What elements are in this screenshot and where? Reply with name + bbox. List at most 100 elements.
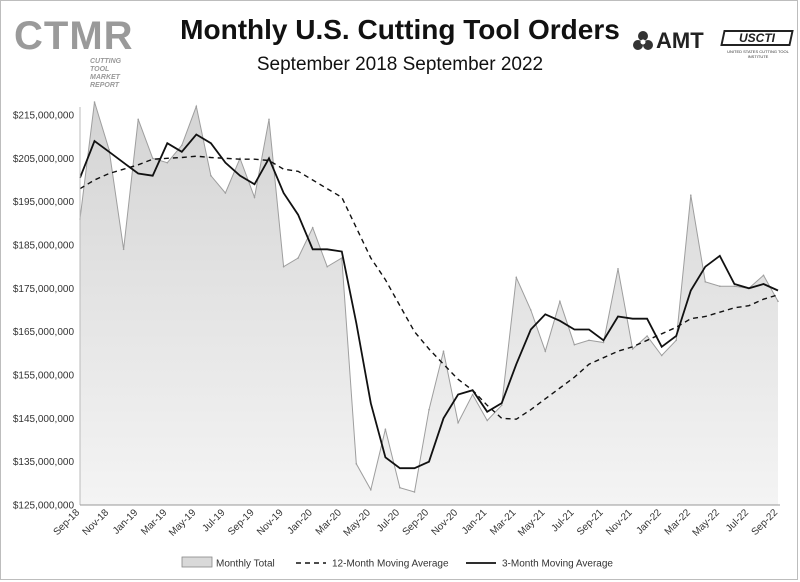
x-tick-label: Sep-22 (750, 507, 781, 538)
x-tick-label: May-22 (691, 507, 723, 539)
x-tick-label: Nov-19 (255, 507, 286, 538)
x-tick-label: Jan-21 (460, 507, 490, 537)
x-tick-label: May-21 (516, 507, 548, 539)
monthly-total-point (719, 285, 721, 288)
amt-logo-text: AMT (656, 28, 704, 53)
legend-label-3-month-average: 3-Month Moving Average (502, 559, 613, 570)
monthly-total-point (675, 339, 677, 342)
x-tick-label: Mar-19 (139, 507, 169, 537)
monthly-total-point (224, 192, 227, 194)
monthly-total-point (355, 463, 358, 465)
monthly-total-point (646, 335, 648, 337)
chart-title: Monthly U.S. Cutting Tool Orders (180, 14, 620, 45)
monthly-total-point (530, 309, 532, 311)
monthly-total-point (704, 281, 707, 283)
legend-swatch-monthly-total (181, 556, 213, 568)
y-tick-label: $165,000,000 (13, 327, 75, 338)
monthly-total-point (311, 226, 314, 229)
monthly-total-point (559, 300, 561, 303)
monthly-total-point (573, 343, 576, 346)
monthly-total-point (690, 194, 692, 196)
monthly-total-point (442, 350, 445, 353)
monthly-total-point (137, 118, 139, 121)
uscti-logo: USCTI UNITED STATES CUTTING TOOL INSTITU… (720, 28, 796, 59)
x-tick-label: Jul-21 (549, 507, 576, 534)
y-tick-label: $125,000,000 (13, 501, 75, 512)
legend: Monthly Total 12-Month Moving Average 3-Mo… (181, 556, 613, 570)
monthly-total-point (617, 268, 619, 270)
monthly-total-point (733, 285, 736, 288)
y-tick-label: $185,000,000 (13, 241, 75, 252)
monthly-total-point (515, 276, 518, 279)
ctmr-logo-wordmark: CTMR (14, 14, 134, 58)
x-tick-label: Jul-20 (375, 507, 402, 534)
x-tick-label: May-19 (167, 507, 199, 539)
monthly-total-point (268, 118, 270, 121)
monthly-total-point (413, 491, 416, 493)
moving-average-3-line (79, 133, 779, 470)
monthly-total-point (253, 196, 256, 199)
x-tick-label: Sep-19 (226, 507, 257, 538)
y-tick-label: $155,000,000 (13, 371, 75, 382)
y-tick-label: $135,000,000 (13, 457, 75, 468)
monthly-total-point (588, 339, 590, 342)
monthly-total-point (660, 354, 663, 357)
monthly-total-point (151, 157, 154, 160)
x-tick-label: Jan-19 (111, 507, 141, 537)
x-tick-label: Jul-22 (724, 507, 751, 534)
moving-average-12-line (79, 155, 779, 420)
x-tick-label: Mar-21 (488, 507, 518, 537)
monthly-total-point (166, 161, 169, 164)
legend-label-monthly-total: Monthly Total (216, 559, 275, 570)
ctmr-logo-subtitle: CUTTING TOOL MARKET REPORT (90, 58, 122, 89)
monthly-total-point (370, 489, 372, 491)
x-tick-label: Sep-21 (575, 507, 606, 538)
monthly-total-point (93, 101, 96, 103)
x-tick-label: Mar-20 (314, 507, 344, 537)
uscti-logo-subtitle: UNITED STATES CUTTING TOOL INSTITUTE (727, 49, 789, 59)
x-tick-label: Jul-19 (200, 507, 227, 534)
monthly-total-point (631, 348, 634, 350)
monthly-total-point (777, 300, 779, 303)
y-tick-label: $175,000,000 (13, 284, 75, 295)
y-tick-label: $215,000,000 (13, 111, 75, 122)
ctmr-logo: CTMR CUTTING TOOL MARKET REPORT (14, 14, 134, 89)
x-tick-label: May-20 (342, 507, 374, 539)
x-tick-label: Jan-20 (285, 507, 315, 537)
x-tick-label: Mar-22 (663, 507, 693, 537)
monthly-total-point (457, 421, 459, 424)
legend-label-12-month-average: 12-Month Moving Average (332, 559, 449, 570)
y-tick-label: $195,000,000 (13, 197, 75, 208)
x-tick-label: Sep-18 (52, 507, 83, 538)
monthly-total-point (122, 248, 125, 251)
monthly-total-area (80, 102, 778, 505)
monthly-total-point (762, 274, 765, 277)
x-tick-label: Nov-18 (81, 507, 112, 538)
monthly-total-point (195, 105, 198, 108)
monthly-total-point (486, 419, 489, 422)
monthly-total-point (181, 144, 183, 147)
y-tick-label: $205,000,000 (13, 154, 75, 165)
plot-area (79, 101, 779, 505)
x-tick-label: Nov-20 (430, 507, 461, 538)
monthly-total-point (544, 350, 547, 353)
chart-subtitle: September 2018 September 2022 (256, 54, 544, 75)
x-tick-label: Jan-22 (634, 507, 664, 537)
y-tick-label: $145,000,000 (13, 414, 75, 425)
x-tick-label: Sep-20 (401, 507, 432, 538)
monthly-total-point (428, 408, 430, 411)
amt-emblem-icon (633, 31, 653, 50)
monthly-total-point (602, 341, 605, 344)
monthly-total-point (500, 404, 503, 407)
monthly-total-point (297, 257, 299, 259)
monthly-total-point (108, 148, 110, 151)
monthly-total-point (210, 174, 212, 177)
x-tick-label: Nov-21 (604, 507, 635, 538)
monthly-total-point (384, 428, 387, 431)
monthly-total-point (399, 486, 401, 489)
monthly-total-point (282, 265, 285, 268)
amt-logo: AMT (632, 28, 704, 54)
monthly-total-point (326, 265, 329, 268)
